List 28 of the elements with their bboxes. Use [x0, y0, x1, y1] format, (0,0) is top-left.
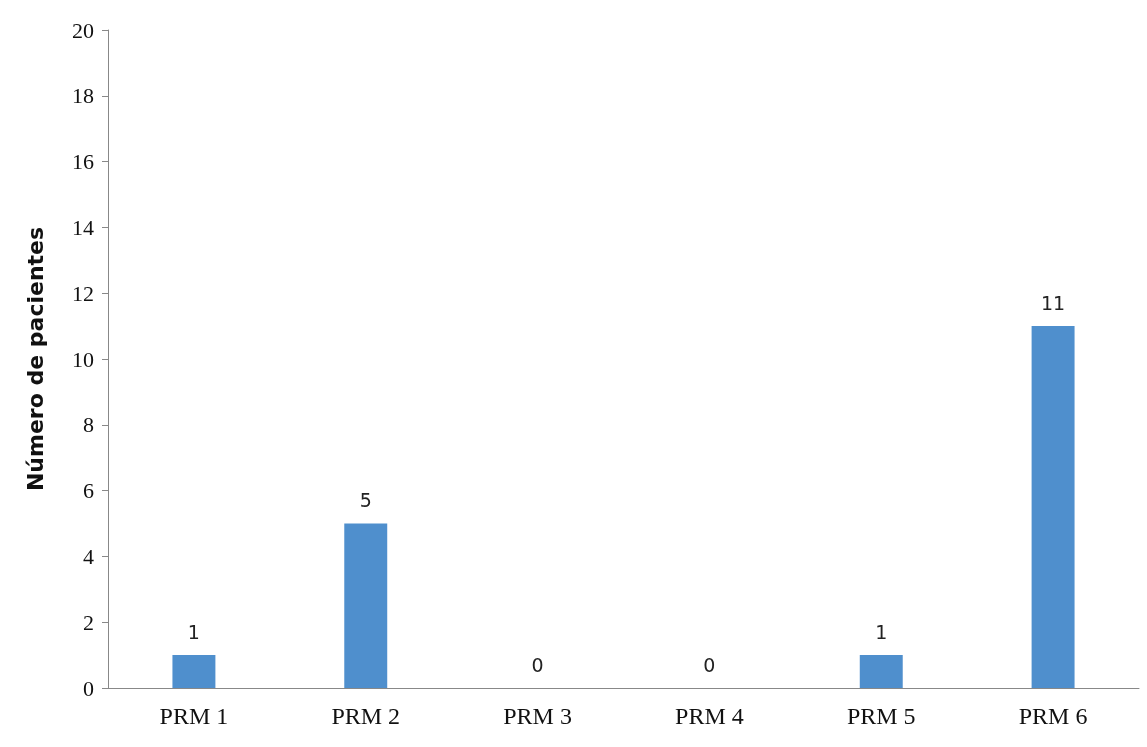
y-axis-title: Número de pacientes: [22, 226, 48, 492]
bar: [172, 655, 216, 688]
x-tick-label: PRM 5: [846, 703, 916, 729]
x-tick-label: PRM 2: [331, 703, 401, 729]
y-tick-label: 12: [72, 280, 94, 306]
bar: [859, 655, 903, 688]
x-tick-label: PRM 6: [1018, 703, 1088, 729]
x-tick-label: PRM 4: [675, 703, 744, 729]
bar: [1031, 326, 1075, 688]
y-tick-label: 14: [72, 214, 94, 240]
y-tick-label: 0: [83, 675, 94, 701]
data-label: 0: [703, 653, 716, 676]
data-label: 5: [359, 489, 372, 511]
data-label: 0: [531, 653, 544, 676]
data-label: 1: [187, 620, 200, 643]
data-label: 1: [875, 620, 888, 643]
data-label: 11: [1040, 291, 1066, 314]
x-tick-label: PRM 3: [503, 703, 572, 729]
y-tick-label: 10: [72, 346, 94, 372]
y-tick-label: 20: [72, 17, 94, 43]
y-tick-label: 16: [72, 149, 94, 175]
y-tick-label: 8: [83, 412, 94, 438]
y-tick-label: 18: [72, 83, 94, 109]
x-tick-label: PRM 1: [159, 703, 229, 729]
y-tick-label: 2: [83, 609, 94, 635]
bar: [344, 523, 388, 688]
y-tick-label: 6: [83, 478, 94, 504]
y-tick-label: 4: [83, 543, 94, 569]
